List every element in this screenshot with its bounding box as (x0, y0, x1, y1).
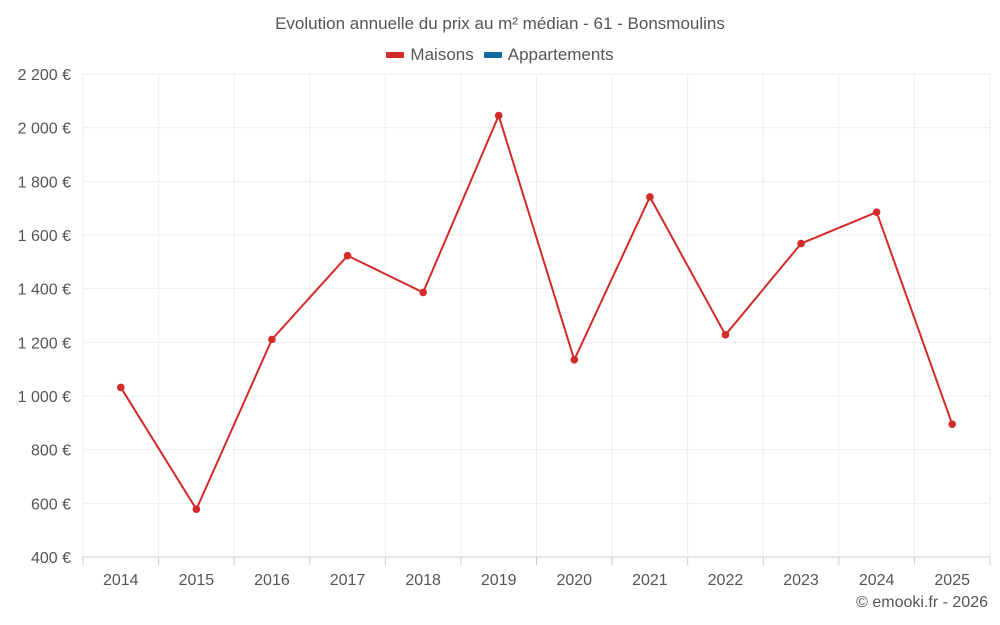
x-tick-label: 2015 (179, 572, 215, 589)
legend-item-maisons[interactable]: Maisons (386, 45, 474, 65)
y-tick-label: 2 000 € (18, 121, 71, 138)
y-axis: 400 € 600 € 800 € 1 000 € 1 200 € 1 400 € 1 60… (18, 67, 71, 567)
y-tick-label: 1 000 € (18, 389, 71, 406)
x-tick-label: 2016 (254, 572, 290, 589)
data-point-2024[interactable] (872, 208, 881, 216)
series-line-maisons (119, 114, 954, 511)
x-tick-label: 2021 (632, 572, 668, 589)
data-point-2014[interactable] (116, 383, 125, 392)
x-tick-label: 2022 (708, 572, 744, 589)
legend-label-appartements: Appartements (507, 45, 614, 64)
legend-swatch-appartements (483, 52, 502, 58)
data-point-2015[interactable] (192, 505, 201, 514)
x-tick-label: 2017 (330, 572, 366, 589)
legend-label-maisons: Maisons (410, 45, 474, 64)
legend-swatch-maisons (386, 52, 405, 58)
data-point-2023[interactable] (797, 239, 805, 248)
y-tick-label: 1 400 € (18, 282, 71, 299)
credit-text: © emooki.fr - 2026 (856, 594, 988, 611)
data-point-2020[interactable] (570, 355, 579, 364)
chart-title: Evolution annuelle du prix au m² médian … (275, 14, 725, 33)
y-tick-label: 1 600 € (18, 228, 71, 245)
x-tick-label: 2020 (556, 572, 592, 589)
data-point-2025[interactable] (948, 420, 957, 428)
data-point-2021[interactable] (646, 193, 654, 201)
y-tick-label: 800 € (31, 443, 71, 460)
data-point-2016[interactable] (268, 335, 276, 344)
x-tick-label: 2019 (481, 572, 517, 589)
series-maisons (116, 111, 957, 514)
x-tick-label: 2018 (405, 572, 441, 589)
x-axis: 2014 2015 2016 2017 2018 2019 2020 2021 2022 2023… (82, 557, 991, 589)
chart-legend: Maisons Appartements (0, 45, 1000, 65)
legend-item-appartements[interactable]: Appartements (483, 45, 614, 65)
y-tick-label: 600 € (31, 496, 71, 513)
x-tick-label: 2014 (103, 572, 139, 589)
x-tick-label: 2025 (934, 572, 970, 589)
data-point-2022[interactable] (721, 331, 730, 339)
data-point-2018[interactable] (419, 288, 427, 297)
data-point-2017[interactable] (343, 251, 352, 260)
grid-lines (82, 73, 991, 558)
data-point-2019[interactable] (494, 111, 503, 120)
y-tick-label: 1 800 € (18, 174, 71, 191)
x-tick-label: 2024 (859, 572, 895, 589)
y-tick-label: 1 200 € (18, 335, 71, 352)
y-tick-label: 2 200 € (18, 67, 71, 84)
x-tick-label: 2023 (783, 572, 819, 589)
y-tick-label: 400 € (31, 550, 71, 567)
